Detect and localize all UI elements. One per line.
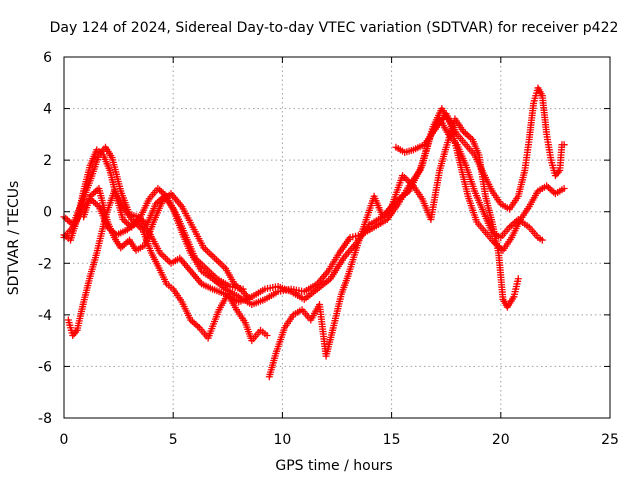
axis-ticks: 0 5 10 15 20 25 -8 -6 -4 -2 0 2 4 6 bbox=[38, 50, 619, 448]
x-axis-label: GPS time / hours bbox=[275, 458, 392, 474]
y-tick-label: 4 bbox=[43, 102, 52, 118]
y-tick-label: -4 bbox=[38, 308, 52, 324]
x-tick-label: 10 bbox=[273, 432, 291, 448]
series-track-2 bbox=[60, 105, 568, 306]
x-tick-label: 5 bbox=[169, 432, 178, 448]
data-point bbox=[263, 331, 271, 339]
data-point bbox=[246, 295, 254, 303]
x-tick-label: 0 bbox=[60, 432, 69, 448]
series-track-4 bbox=[265, 115, 522, 381]
series-track-6 bbox=[392, 84, 568, 213]
y-axis-label: SDTVAR / TECUs bbox=[6, 181, 22, 296]
data-point bbox=[514, 275, 522, 283]
plot-area-frame bbox=[63, 56, 611, 419]
y-tick-label: 6 bbox=[43, 50, 52, 66]
data-point bbox=[560, 185, 568, 193]
series-track-7 bbox=[60, 146, 247, 293]
series-track-3 bbox=[64, 187, 271, 345]
x-tick-label: 15 bbox=[383, 432, 401, 448]
chart-title: Day 124 of 2024, Sidereal Day-to-day VTE… bbox=[50, 20, 619, 36]
x-tick-label: 20 bbox=[492, 432, 510, 448]
data-markers bbox=[60, 84, 568, 381]
y-tick-label: -2 bbox=[38, 256, 52, 272]
y-tick-label: -8 bbox=[38, 411, 52, 427]
y-tick-label: -6 bbox=[38, 359, 52, 375]
data-point bbox=[560, 141, 568, 149]
y-tick-label: 2 bbox=[43, 153, 52, 169]
y-tick-label: 0 bbox=[43, 205, 52, 221]
data-point bbox=[538, 236, 546, 244]
x-tick-label: 25 bbox=[601, 432, 619, 448]
data-point bbox=[239, 285, 247, 293]
